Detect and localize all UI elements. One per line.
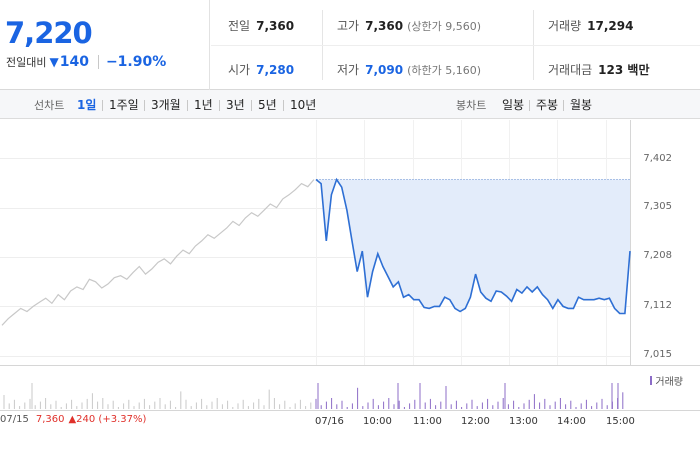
candle-weekly-tab[interactable]: 주봉 [536,98,559,112]
change-amount: 140 [59,54,89,70]
previous-session-info: 07/15 7,360 ▲240 (+3.37%) [0,414,146,425]
toolbar-divider [529,100,530,111]
chart-canvas [0,120,700,411]
y-tick-label: 7,305 [643,201,672,212]
y-tick-label: 7,208 [643,250,672,261]
period-5y-tab[interactable]: 5년 [258,98,277,112]
candle-chart-label: 봉차트 [456,99,487,112]
previous-session-line [1,179,315,326]
stat-value: 7,090 [365,63,404,77]
toolbar-divider [144,100,145,111]
toolbar-divider [283,100,284,111]
stat-high: 고가 7,360 (상한가 9,560) [337,17,481,34]
session-fill-area [316,179,630,314]
x-tick-label: 13:00 [509,416,538,427]
stat-label: 고가 [337,19,360,33]
stat-label: 저가 [337,63,360,77]
volume-legend-swatch [650,376,653,385]
toolbar-divider [187,100,188,111]
x-tick-label: 15:00 [606,416,635,427]
toolbar-divider [563,100,564,111]
down-triangle-icon: ▼ [49,55,59,69]
period-1y-tab[interactable]: 1년 [194,98,213,112]
stat-value: 123 백만 [598,63,650,77]
change-divider [97,55,99,69]
x-tick-label: 07/16 [315,416,344,427]
x-tick-label: 11:00 [413,416,442,427]
stat-label: 전일 [228,19,251,33]
stat-prev-close: 전일 7,360 [228,17,294,34]
period-3m-tab[interactable]: 3개월 [151,98,181,112]
stat-row-divider [211,45,700,46]
quote-panel: 7,220 전일대비 ▼ 140 −1.90% 전일 7,360 고가 7,360(… [0,0,700,90]
volume-legend-label: 거래량 [655,377,683,388]
stat-sub: (상한가 9,560) [407,20,481,33]
stat-value: 17,294 [587,19,634,33]
previous-session-close: 7,360 [35,414,65,425]
candle-daily-tab[interactable]: 일봉 [502,98,525,112]
chart-toolbar: 선차트 1일 1주일 3개월 1년 3년 5년 10년 봉차트 일봉 주봉 월봉 [0,90,700,119]
previous-session-date: 07/15 [0,414,29,425]
toolbar-divider [219,100,220,111]
line-chart-label: 선차트 [34,99,65,112]
current-price: 7,220 [5,16,93,50]
period-1w-tab[interactable]: 1주일 [109,98,139,112]
change-row: 전일대비 ▼ 140 −1.90% [6,54,166,70]
stat-value: 7,280 [256,63,295,77]
stat-label: 시가 [228,63,251,77]
price-chart: 7,402 7,305 7,208 7,112 7,015 거래량 07/15 7… [0,120,700,450]
x-tick-label: 10:00 [363,416,392,427]
y-tick-label: 7,112 [643,300,672,311]
stat-open: 시가 7,280 [228,61,294,78]
stat-label: 거래대금 [548,63,593,77]
x-tick-label: 12:00 [461,416,490,427]
volume-legend: 거래량 [650,373,683,388]
price-box: 7,220 전일대비 ▼ 140 −1.90% [0,0,210,90]
period-10y-tab[interactable]: 10년 [290,98,317,112]
stat-sub: (하한가 5,160) [407,64,481,77]
stat-value: 7,360 [365,19,404,33]
change-label: 전일대비 [6,56,47,69]
change-rate: −1.90% [105,54,167,70]
stat-trade-value: 거래대금 123 백만 [548,61,649,78]
current-session-line [315,177,631,315]
stat-volume: 거래량 17,294 [548,17,633,34]
toolbar-divider [102,100,103,111]
y-tick-label: 7,402 [643,153,672,164]
stat-value: 7,360 [256,19,295,33]
period-1d-tab[interactable]: 1일 [77,98,97,112]
candle-monthly-tab[interactable]: 월봉 [570,98,593,112]
y-tick-label: 7,015 [643,349,672,360]
stat-label: 거래량 [548,19,582,33]
previous-session-change: ▲240 (+3.37%) [68,414,147,425]
toolbar-divider [251,100,252,111]
period-3y-tab[interactable]: 3년 [226,98,245,112]
x-tick-label: 14:00 [557,416,586,427]
stat-low: 저가 7,090 (하한가 5,160) [337,61,481,78]
